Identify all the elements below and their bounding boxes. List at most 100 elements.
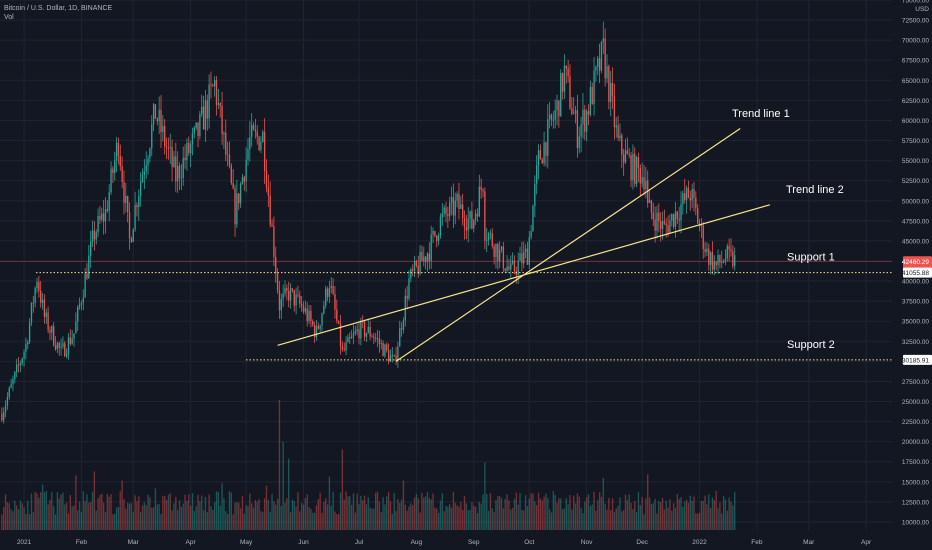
y-tick-label: 45000.00: [902, 238, 929, 245]
candle-body: [402, 320, 405, 330]
volume-bar: [27, 500, 29, 530]
candle-body: [32, 302, 34, 304]
volume-bar: [195, 506, 197, 530]
candle-body: [537, 150, 540, 166]
candle-body: [34, 288, 36, 304]
candle-body: [634, 153, 636, 184]
volume-bar: [606, 509, 608, 530]
candle-body: [585, 111, 588, 132]
candle-body: [188, 142, 190, 153]
volume-bar: [139, 511, 142, 530]
candle-body: [465, 227, 468, 231]
candle-body: [143, 171, 146, 175]
volume-bar: [491, 508, 493, 530]
volume-bar: [397, 499, 399, 530]
volume-bar: [621, 511, 623, 530]
volume-bar: [373, 508, 375, 530]
volume-bar: [676, 493, 679, 530]
volume-bar: [371, 508, 373, 530]
candle-body: [43, 299, 46, 317]
y-axis[interactable]: 10000.00 12500.00 15000.00 17500.00 20000.00…: [892, 0, 932, 550]
volume-bar: [273, 501, 275, 530]
volume-bar: [291, 499, 294, 530]
candle-body: [110, 168, 112, 193]
volume-bar: [591, 504, 593, 530]
candle-body: [304, 308, 307, 312]
volume-bar: [460, 501, 462, 530]
volume-bar: [521, 509, 523, 530]
candle-body: [654, 219, 656, 231]
volume-bar: [452, 492, 455, 530]
candle-body: [682, 193, 684, 205]
candle-body: [228, 154, 231, 166]
volume-bar: [428, 498, 431, 530]
candle-body: [460, 204, 462, 209]
volume-bar: [178, 500, 181, 530]
volume-bar: [543, 496, 545, 530]
candle-body: [282, 293, 284, 300]
volume-bar: [106, 493, 109, 530]
candle-body: [25, 344, 27, 352]
candle-body: [665, 223, 667, 226]
volume-bar: [437, 512, 440, 530]
volume-bar: [597, 500, 599, 530]
candle-body: [439, 216, 442, 236]
candle-body: [432, 230, 434, 235]
volume-bar: [112, 514, 114, 530]
volume-bar: [60, 494, 62, 530]
volume-bar: [654, 498, 656, 530]
volume-bar: [424, 496, 427, 530]
volume-bar: [343, 499, 345, 530]
candle-body: [389, 355, 392, 362]
candle-body: [635, 157, 638, 184]
candle-body: [376, 338, 379, 339]
volume-bar: [326, 504, 329, 530]
volume-bar: [569, 495, 571, 530]
candle-body: [139, 182, 142, 196]
volume-bar: [312, 512, 314, 530]
volume-bar: [611, 498, 614, 530]
candle-body: [325, 288, 327, 306]
volume-bar: [288, 458, 290, 530]
volume-bar: [73, 505, 75, 530]
candle-body: [41, 299, 44, 303]
volume-bar: [622, 510, 625, 530]
volume-bar: [508, 500, 510, 530]
candle-body: [606, 66, 608, 79]
volume-bar: [378, 501, 381, 530]
volume-bar: [456, 505, 458, 530]
candle-body: [101, 213, 103, 220]
volume-label[interactable]: Vol: [4, 14, 14, 21]
candle-body: [726, 246, 728, 259]
candle-body: [156, 118, 158, 122]
volume-bar: [62, 492, 64, 530]
volume-bar: [99, 495, 101, 530]
y-tick-label: 67500.00: [902, 58, 929, 65]
candle-body: [532, 205, 534, 232]
volume-bar: [708, 494, 710, 530]
volume-bar: [77, 510, 79, 530]
volume-bar: [65, 502, 68, 530]
x-axis[interactable]: 2021 Feb Mar Apr May Jun Jul Aug Sep Oct Nov Dec 202…: [0, 530, 932, 550]
price-candles: [1, 21, 736, 424]
symbol-title[interactable]: Bitcoin / U.S. Dollar, 1D, BINANCE: [4, 5, 113, 12]
volume-bar: [674, 507, 677, 530]
volume-bar: [56, 492, 59, 530]
volume-bar: [447, 506, 449, 530]
candle-body: [339, 323, 342, 347]
candle-body: [97, 215, 99, 233]
candle-body: [563, 65, 566, 92]
candle-body: [711, 252, 714, 270]
volume-bar: [680, 497, 682, 530]
volume-bar: [565, 498, 567, 530]
candle-body: [450, 197, 453, 203]
candle-body: [554, 110, 556, 120]
candle-body: [278, 290, 281, 311]
candle-body: [84, 273, 86, 298]
volume-bar: [384, 504, 386, 530]
volume-bar: [498, 495, 501, 530]
candle-body: [363, 322, 366, 337]
candle-body: [663, 221, 666, 224]
candle-body: [78, 304, 81, 307]
